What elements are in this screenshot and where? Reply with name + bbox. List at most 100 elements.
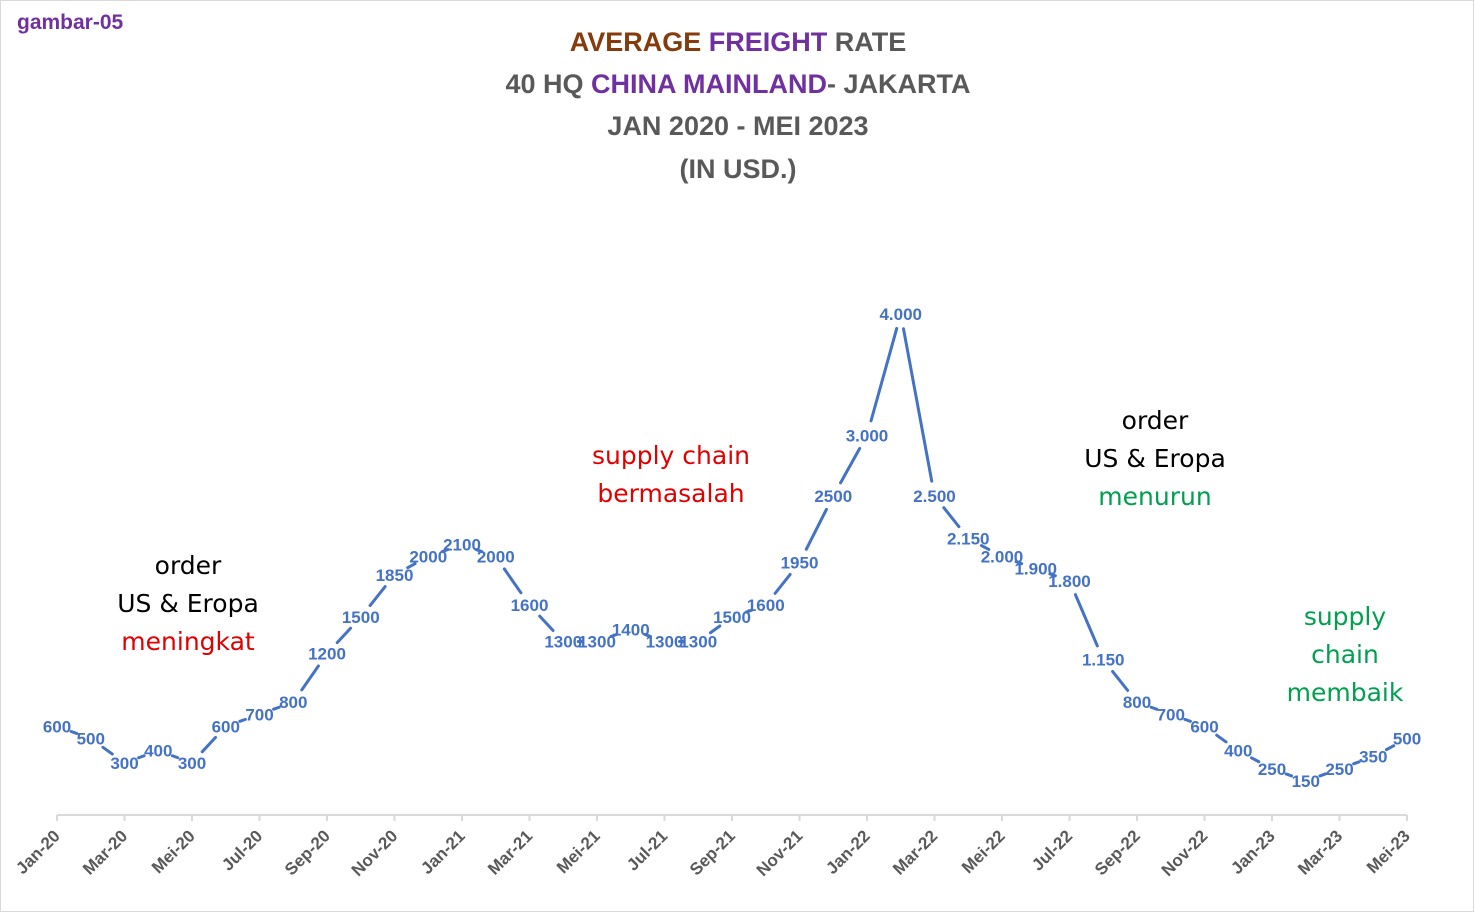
data-label: 250 xyxy=(1325,760,1353,779)
annotation-text: order xyxy=(154,551,222,580)
series-line-segment xyxy=(502,567,523,595)
annotation-text: bermasalah xyxy=(597,479,745,508)
series-line-segment xyxy=(643,632,652,638)
data-label: 1600 xyxy=(747,596,785,615)
data-label: 1500 xyxy=(713,608,751,627)
title-period: JAN 2020 - MEI 2023 xyxy=(607,111,869,141)
series-line-segment xyxy=(1318,772,1327,778)
x-tick-label: Jan-22 xyxy=(822,826,874,878)
x-tick-label: Nov-20 xyxy=(348,826,402,880)
x-tick-label: Jan-21 xyxy=(417,826,469,878)
data-label: 1500 xyxy=(342,608,380,627)
x-tick-label: Sep-20 xyxy=(281,826,334,879)
annotation-text: US & Eropa xyxy=(117,589,259,618)
annotation-text: chain xyxy=(1311,640,1379,669)
annotation-order-rising: order US & Eropa meningkat xyxy=(88,547,288,661)
data-label: 2500 xyxy=(814,487,852,506)
series-line-segment xyxy=(979,544,991,551)
data-label: 800 xyxy=(1123,693,1151,712)
x-tick-label: Mei-21 xyxy=(553,826,604,877)
data-label: 1300 xyxy=(646,633,684,652)
data-label: 1300 xyxy=(544,633,582,652)
series-line-segment xyxy=(744,608,754,614)
data-label: 500 xyxy=(1393,730,1421,749)
x-tick-label: Mei-23 xyxy=(1363,826,1414,877)
series-line-segment xyxy=(869,326,899,423)
data-label: 1.800 xyxy=(1048,572,1091,591)
x-tick-label: Mar-22 xyxy=(889,826,941,878)
data-label: 1200 xyxy=(308,645,346,664)
series-line-segment xyxy=(474,548,484,554)
title-origin: CHINA MAINLAND xyxy=(591,69,828,99)
series-line-segment xyxy=(609,632,619,638)
series-line-segment xyxy=(200,735,218,754)
data-label: 1.150 xyxy=(1082,651,1125,670)
series-line-segment xyxy=(335,626,353,645)
series-line-segment xyxy=(1384,744,1396,752)
data-label: 1300 xyxy=(679,633,717,652)
annotation-text: meningkat xyxy=(121,627,255,656)
data-label: 600 xyxy=(1190,717,1218,736)
x-tick-label: Mar-21 xyxy=(484,826,536,878)
title-word-freight: FREIGHT xyxy=(708,27,828,57)
data-label: 600 xyxy=(212,717,240,736)
title-word-rate: RATE xyxy=(834,27,907,57)
x-tick-label: Mar-23 xyxy=(1294,826,1346,878)
data-label: 2.500 xyxy=(913,487,956,506)
series-line-segment xyxy=(101,745,114,756)
data-label: 350 xyxy=(1359,748,1387,767)
x-tick-label: Jul-22 xyxy=(1028,826,1076,874)
data-label: 2000 xyxy=(409,548,447,567)
x-tick-label: Jan-20 xyxy=(12,826,64,878)
series-line-segment xyxy=(1249,756,1261,764)
series-line-segment xyxy=(69,729,79,735)
series-line-segment xyxy=(1111,669,1130,692)
annotation-order-falling: order US & Eropa menurun xyxy=(1055,402,1255,516)
series-line-segment xyxy=(1284,772,1294,778)
series-line-segment xyxy=(170,754,180,760)
series-line-segment xyxy=(1073,593,1099,648)
series-line-segment xyxy=(406,562,417,570)
x-tick-label: Mei-22 xyxy=(958,826,1009,877)
data-label: 1400 xyxy=(612,620,650,639)
title-container-type: 40 HQ xyxy=(505,69,584,99)
data-label: 700 xyxy=(245,705,273,724)
x-tick-label: Jan-23 xyxy=(1227,826,1279,878)
series-line-segment xyxy=(300,664,320,692)
x-tick-label: Mar-20 xyxy=(79,826,131,878)
x-tick-label: Jul-20 xyxy=(218,826,266,874)
data-label: 1850 xyxy=(376,566,414,585)
series-line-segment xyxy=(238,717,247,723)
x-tick-label: Sep-21 xyxy=(686,826,739,879)
data-label: 2.000 xyxy=(981,548,1024,567)
series-line-segment xyxy=(272,705,281,711)
data-label: 1.900 xyxy=(1014,560,1057,579)
data-label: 250 xyxy=(1258,760,1286,779)
data-label: 400 xyxy=(1224,742,1252,761)
data-label: 1300 xyxy=(578,633,616,652)
series-line-segment xyxy=(1014,560,1024,566)
annotation-text: US & Eropa xyxy=(1084,444,1226,473)
x-tick-label: Mei-20 xyxy=(148,826,199,877)
series-line-segment xyxy=(440,548,450,554)
series-line-segment xyxy=(1048,572,1057,578)
data-label: 2100 xyxy=(443,535,481,554)
data-label: 300 xyxy=(110,754,138,773)
data-label: 700 xyxy=(1157,705,1185,724)
annotation-supply-chain-improving: supply chain membaik xyxy=(1265,598,1425,712)
series-line-segment xyxy=(839,446,862,485)
annotation-supply-chain-problem: supply chain bermasalah xyxy=(561,437,781,513)
data-label: 500 xyxy=(77,730,105,749)
series-line-segment xyxy=(1215,733,1228,744)
data-label: 4.000 xyxy=(879,305,922,324)
series-line-segment xyxy=(901,327,934,483)
data-label: 1600 xyxy=(511,596,549,615)
x-tick-label: Nov-22 xyxy=(1158,826,1212,880)
series-line-segment xyxy=(538,614,555,633)
series-line-segment xyxy=(1149,705,1159,711)
data-label: 150 xyxy=(1292,772,1320,791)
title-word-average: AVERAGE xyxy=(569,27,702,57)
data-label: 400 xyxy=(144,742,172,761)
